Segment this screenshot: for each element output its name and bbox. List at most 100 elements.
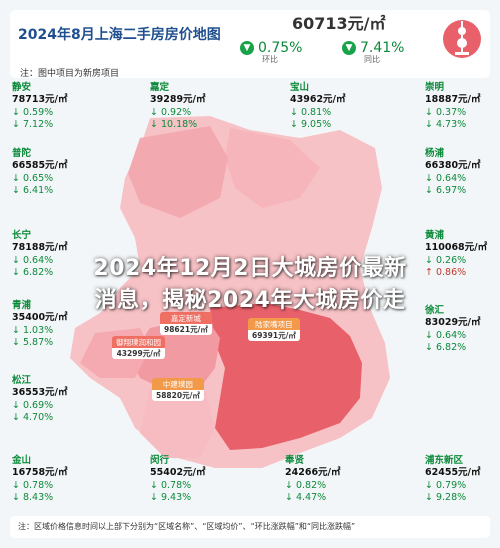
district-yoy-change: ↓ 6.97% [425, 185, 467, 197]
shanghai-district-map [70, 116, 390, 468]
district-label: 浦东新区 62455元/㎡ ↓ 0.79% ↓ 9.28% [425, 455, 481, 505]
district-label: 徐汇 83029元/㎡ ↓ 0.64% ↓ 6.82% [425, 305, 481, 355]
district-yoy-change: ↓ 6.82% [425, 342, 467, 354]
district-mom-change: ↓ 0.64% [12, 254, 54, 266]
district-yoy-change: ↓ 9.43% [150, 492, 192, 504]
district-yoy-change: ↓ 7.12% [12, 119, 54, 131]
project-bubble[interactable]: 御翔璞润和园 43299元/㎡ [112, 336, 165, 359]
map-note: 注：图中项目为新房项目 [20, 69, 120, 79]
district-label: 长宁 78188元/㎡ ↓ 0.64% ↓ 6.82% [12, 230, 68, 280]
district-price: 16758元/㎡ [12, 467, 68, 479]
district-name: 宝山 [290, 82, 310, 93]
oriental-pearl-tower-icon [443, 20, 481, 58]
district-label: 黄浦 110068元/㎡ ↓ 0.26% ↑ 0.86% [425, 230, 487, 280]
project-bubble[interactable]: 中建璞园 58820元/㎡ [152, 378, 204, 401]
district-yoy-change: ↓ 4.70% [12, 412, 54, 424]
article-headline-overlay: 2024年12月2日大城房价最新 消息，揭秘2024年大城房价走 [0, 236, 500, 328]
district-price: 66380元/㎡ [425, 160, 481, 172]
district-mom-change: ↓ 0.26% [425, 254, 467, 266]
district-mom-change: ↓ 0.92% [150, 106, 192, 118]
district-name: 闵行 [150, 455, 170, 466]
district-name: 崇明 [425, 82, 445, 93]
district-yoy-change: ↓ 9.05% [290, 119, 332, 131]
district-yoy-change: ↓ 8.43% [12, 492, 54, 504]
district-yoy-change: ↓ 6.82% [12, 267, 54, 279]
district-price: 110068元/㎡ [425, 242, 488, 254]
district-mom-change: ↓ 0.78% [150, 479, 192, 491]
headline-line-1: 2024年12月2日大城房价最新 [93, 256, 407, 281]
district-yoy-change: ↓ 9.28% [425, 492, 467, 504]
district-price: 18887元/㎡ [425, 94, 481, 106]
district-label: 普陀 66585元/㎡ ↓ 0.65% ↓ 6.41% [12, 148, 68, 198]
yoy-change-value: 7.41% [360, 40, 405, 56]
district-label: 青浦 35400元/㎡ ↓ 1.03% ↓ 5.87% [12, 300, 68, 350]
district-label: 嘉定 39289元/㎡ ↓ 0.92% ↓ 10.18% [150, 82, 206, 132]
district-yoy-change: ↓ 5.87% [12, 337, 54, 349]
district-price: 78188元/㎡ [12, 242, 68, 254]
project-bubble[interactable]: 嘉定新城 98621元/㎡ [160, 312, 212, 335]
district-name: 黄浦 [425, 230, 445, 241]
district-name: 松江 [12, 375, 32, 386]
district-name: 金山 [12, 455, 32, 466]
district-label: 宝山 43962元/㎡ ↓ 0.81% ↓ 9.05% [290, 82, 346, 132]
district-mom-change: ↓ 0.37% [425, 106, 467, 118]
district-mom-change: ↓ 0.78% [12, 479, 54, 491]
district-mom-change: ↓ 0.64% [425, 329, 467, 341]
district-price: 62455元/㎡ [425, 467, 481, 479]
district-mom-change: ↓ 0.65% [12, 172, 54, 184]
district-label: 闵行 55402元/㎡ ↓ 0.78% ↓ 9.43% [150, 455, 206, 505]
project-price: 69391元/㎡ [248, 330, 300, 341]
district-region-baoshan [225, 128, 320, 208]
district-yoy-change: ↓ 4.47% [285, 492, 327, 504]
district-price: 24266元/㎡ [285, 467, 341, 479]
headline-line-2: 消息，揭秘2024年大城房价走 [94, 288, 406, 313]
district-name: 杨浦 [425, 148, 445, 159]
project-price: 58820元/㎡ [152, 390, 204, 401]
mom-label: 环比 [262, 55, 278, 64]
district-price: 35400元/㎡ [12, 312, 68, 324]
district-region-songjiang [140, 388, 215, 458]
district-label: 奉贤 24266元/㎡ ↓ 0.82% ↓ 4.47% [285, 455, 341, 505]
district-mom-change: ↓ 0.82% [285, 479, 327, 491]
project-bubble[interactable]: 陆家嘴项目 69391元/㎡ [248, 318, 300, 341]
header-card: 2024年8月上海二手房房价地图 注：图中项目为新房项目 [10, 10, 490, 79]
project-name: 陆家嘴项目 [255, 320, 293, 329]
district-name: 嘉定 [150, 82, 170, 93]
district-yoy-change: ↓ 4.73% [425, 119, 467, 131]
district-price: 66585元/㎡ [12, 160, 68, 172]
map-title: 2024年8月上海二手房房价地图 [18, 27, 221, 43]
down-arrow-icon: ▼ [342, 41, 356, 55]
yoy-label: 同比 [364, 55, 380, 64]
district-price: 39289元/㎡ [150, 94, 206, 106]
district-name: 普陀 [12, 148, 32, 159]
district-mom-change: ↓ 0.79% [425, 479, 467, 491]
yoy-change: ▼ 7.41% 同比 [342, 40, 404, 65]
district-yoy-change: ↓ 6.41% [12, 185, 54, 197]
district-mom-change: ↓ 1.03% [12, 324, 54, 336]
district-name: 静安 [12, 82, 32, 93]
city-average-price: 60713元/㎡ [292, 14, 386, 33]
district-name: 浦东新区 [425, 455, 464, 466]
footer-note: 注：区域价格信息时间以上部下分别为“区域名称”、“区域均价”、“环比涨跌幅”和“… [10, 516, 490, 538]
district-label: 杨浦 66380元/㎡ ↓ 0.64% ↓ 6.97% [425, 148, 481, 198]
district-price: 55402元/㎡ [150, 467, 206, 479]
district-name: 长宁 [12, 230, 32, 241]
district-mom-change: ↓ 0.69% [12, 399, 54, 411]
district-mom-change: ↓ 0.59% [12, 106, 54, 118]
district-label: 静安 78713元/㎡ ↓ 0.59% ↓ 7.12% [12, 82, 68, 132]
district-price: 83029元/㎡ [425, 317, 481, 329]
district-label: 崇明 18887元/㎡ ↓ 0.37% ↓ 4.73% [425, 82, 481, 132]
district-name: 奉贤 [285, 455, 305, 466]
district-mom-change: ↓ 0.64% [425, 172, 467, 184]
mom-change-value: 0.75% [258, 40, 303, 56]
mom-change: ▼ 0.75% 环比 [240, 40, 302, 65]
district-mom-change: ↓ 0.81% [290, 106, 332, 118]
district-name: 青浦 [12, 300, 32, 311]
district-price: 78713元/㎡ [12, 94, 68, 106]
project-price: 43299元/㎡ [112, 348, 165, 359]
district-region-jiading [128, 126, 228, 218]
project-price: 98621元/㎡ [160, 324, 212, 335]
district-price: 36553元/㎡ [12, 387, 68, 399]
district-yoy-change: ↓ 10.18% [150, 119, 198, 131]
